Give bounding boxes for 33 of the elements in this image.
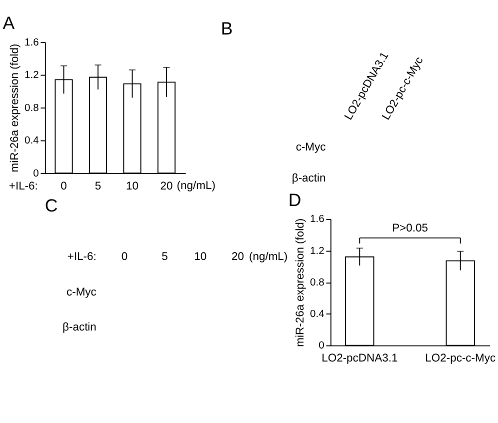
y-tick-label: 0.8 [310, 277, 325, 288]
chart-title: A [2, 12, 15, 33]
y-tick-label: 0.4 [24, 136, 40, 147]
category-label: β-actin [62, 321, 96, 334]
text: (ng/mL) [249, 251, 288, 264]
category-label: 10 [194, 251, 207, 264]
x-tick-label: 5 [94, 180, 102, 192]
x-axis-title: +IL-6: [8, 180, 38, 192]
category-label: 20 [232, 251, 244, 264]
annotation: P>0.05 [392, 222, 428, 234]
text: C [44, 195, 58, 216]
y-axis-title: miR-26a expression (fold) [8, 44, 21, 172]
x-tick-label: 10 [126, 180, 139, 192]
y-tick-label: 0.8 [24, 102, 40, 114]
y-tick-label: 1.6 [310, 214, 325, 226]
text: B [220, 18, 233, 39]
category-label: 5 [162, 251, 168, 264]
y-tick-label: 0.4 [310, 309, 325, 320]
y-axis-title: miR-26a expression (fold) [294, 218, 306, 347]
y-tick-label: 1.2 [24, 70, 40, 82]
text: (ng/mL) [176, 180, 216, 192]
x-tick-label: 0 [60, 180, 67, 192]
category-label: c-Myc [66, 286, 96, 299]
category-label: β-actin [292, 172, 326, 185]
y-tick-label: 0 [318, 340, 325, 352]
chart-title: D [288, 190, 302, 210]
text: +IL-6: [67, 251, 96, 264]
x-tick-label: 20 [160, 180, 173, 192]
category-label: 0 [121, 251, 128, 264]
y-tick-label: 0 [33, 168, 40, 180]
y-tick-label: 1.6 [24, 37, 40, 48]
category-label: c-Myc [296, 142, 326, 154]
y-tick-label: 1.2 [310, 246, 325, 257]
